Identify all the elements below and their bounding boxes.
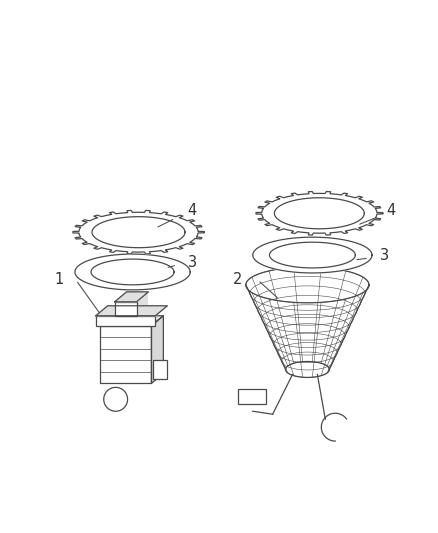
Polygon shape xyxy=(115,292,148,302)
Polygon shape xyxy=(256,191,383,235)
Text: 3: 3 xyxy=(187,255,197,270)
Bar xyxy=(96,316,155,326)
Text: 2: 2 xyxy=(233,272,243,287)
Text: 3: 3 xyxy=(380,247,389,263)
Polygon shape xyxy=(73,211,204,254)
Text: 4: 4 xyxy=(386,203,396,218)
Text: 4: 4 xyxy=(187,203,197,218)
Polygon shape xyxy=(96,306,167,316)
Circle shape xyxy=(104,387,127,411)
Polygon shape xyxy=(100,316,163,326)
Polygon shape xyxy=(75,254,190,290)
Polygon shape xyxy=(253,237,372,273)
Text: 1: 1 xyxy=(54,272,64,287)
Bar xyxy=(153,360,167,379)
Bar xyxy=(127,292,148,306)
Bar xyxy=(238,389,266,404)
Bar xyxy=(115,302,137,316)
Polygon shape xyxy=(100,326,152,383)
Polygon shape xyxy=(152,316,163,383)
